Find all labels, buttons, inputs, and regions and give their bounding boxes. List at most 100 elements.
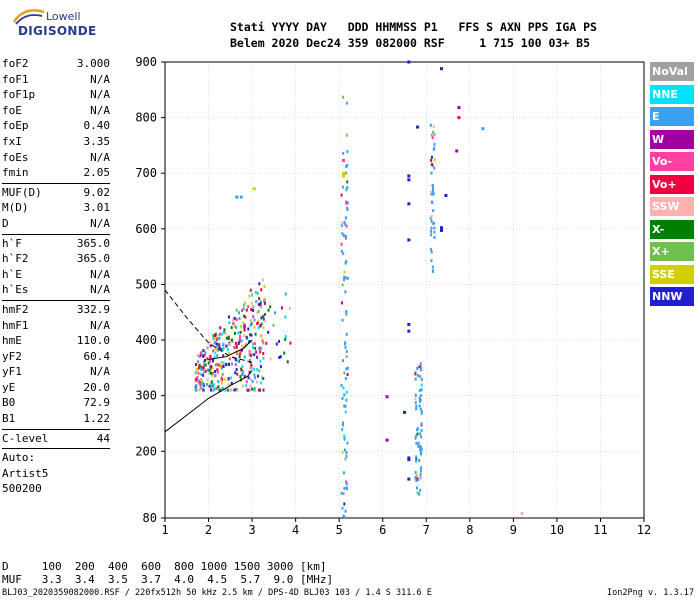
param-value: N/A [90, 267, 110, 281]
chart-grid [164, 61, 645, 519]
data-point [236, 388, 239, 392]
data-point [242, 344, 245, 348]
y-tick-label: 700 [135, 166, 157, 180]
data-point [416, 125, 420, 129]
legend-entry-w: W [650, 129, 694, 149]
data-point [419, 488, 422, 492]
data-point [238, 311, 241, 315]
data-point [256, 291, 259, 295]
data-point [345, 188, 348, 192]
param-value: 72.9 [83, 396, 111, 410]
data-point [231, 320, 234, 324]
data-point [343, 434, 346, 438]
param-row: foE N/A [2, 103, 110, 119]
data-point [342, 174, 346, 178]
data-point [250, 363, 253, 367]
data-point [218, 388, 221, 392]
data-point [217, 380, 220, 384]
param-name: foEp [2, 119, 29, 133]
data-point [344, 345, 347, 349]
data-point [288, 306, 291, 310]
param-row: yE 20.0 [2, 380, 110, 396]
data-point [242, 307, 245, 311]
param-name: D [2, 216, 9, 230]
param-name: Artist5 [2, 466, 49, 480]
data-point [195, 378, 198, 382]
x-tick-label: 7 [423, 523, 430, 537]
data-point [220, 361, 223, 365]
param-name: foF2 [2, 57, 29, 70]
data-point [227, 377, 230, 381]
x-tick-label: 11 [593, 523, 607, 537]
data-point [216, 362, 219, 366]
data-point [221, 332, 224, 336]
data-point [341, 232, 344, 236]
data-point [253, 388, 256, 392]
data-point [414, 377, 417, 381]
param-row: foF1p N/A [2, 87, 110, 103]
data-point [203, 358, 206, 362]
data-point [346, 164, 349, 168]
data-point [407, 329, 411, 333]
data-point [279, 355, 282, 359]
data-point [260, 347, 263, 351]
data-point [220, 381, 223, 385]
data-point [407, 322, 411, 326]
data-point [239, 334, 242, 338]
data-point [256, 367, 259, 371]
data-point [197, 360, 200, 364]
param-row: yF2 60.4 [2, 349, 110, 365]
data-point [341, 428, 344, 432]
data-point [418, 388, 421, 392]
data-point [415, 459, 418, 463]
data-point [248, 352, 251, 356]
data-point [260, 381, 263, 385]
data-point [431, 221, 434, 225]
data-point [251, 293, 254, 297]
data-point [342, 514, 345, 518]
parameter-panel: foF2 3.000 foF1 N/A foF1p N/A foE N/A foEp 0.40 fx… [2, 56, 110, 497]
data-point [416, 366, 419, 370]
data-point [224, 388, 227, 392]
data-point [236, 372, 239, 376]
legend-entry-e: E [650, 107, 694, 126]
data-point [420, 476, 423, 480]
data-point [340, 242, 343, 246]
param-name: yF1 [2, 365, 22, 379]
data-point [196, 354, 199, 358]
data-point [419, 472, 422, 476]
data-point [407, 202, 411, 206]
data-point [341, 318, 344, 322]
data-point [420, 410, 423, 414]
data-point [433, 158, 436, 162]
data-point [208, 368, 211, 372]
data-point [457, 116, 461, 120]
data-point [345, 312, 348, 316]
data-point [239, 330, 242, 334]
data-point [238, 317, 241, 321]
data-point [240, 339, 243, 343]
data-point [242, 321, 245, 325]
param-row: fmin 2.05 [2, 165, 110, 181]
data-point [433, 221, 436, 225]
data-point [262, 314, 265, 318]
data-point [194, 363, 197, 367]
data-point [431, 265, 434, 269]
data-point [343, 270, 346, 274]
data-point [195, 384, 198, 388]
data-point [345, 487, 348, 491]
param-name: yF2 [2, 349, 22, 363]
data-point [216, 345, 219, 349]
data-point [199, 353, 202, 357]
data-point [420, 428, 423, 432]
data-point [250, 333, 253, 337]
data-point [430, 229, 433, 233]
data-point [283, 351, 286, 355]
param-row: h`F 365.0 [2, 236, 110, 252]
data-point [213, 333, 216, 337]
data-point [200, 367, 203, 371]
data-point [235, 325, 238, 329]
data-point [220, 366, 223, 370]
y-tick-label: 900 [135, 55, 157, 69]
y-tick-label: 300 [135, 389, 157, 403]
